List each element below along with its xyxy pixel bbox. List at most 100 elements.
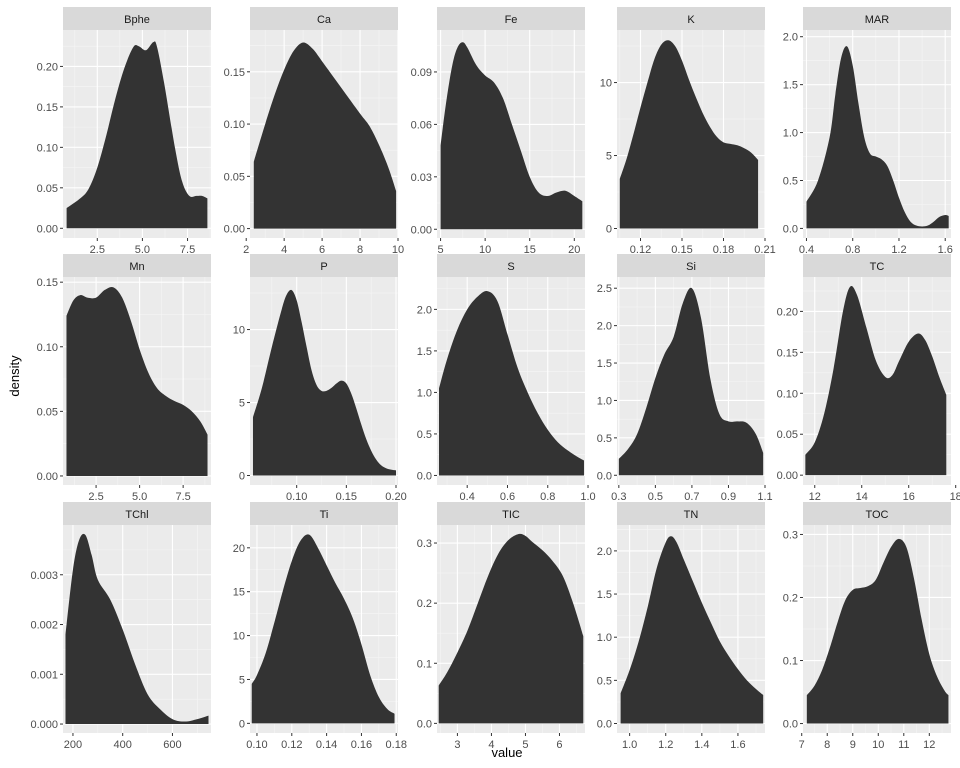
panel-tchl: TChl 0.000 0.001 0.002 0.003 200 400 600 <box>30 502 211 751</box>
x-tick-label-ca: 6 <box>319 244 325 256</box>
y-tick-label-tn: 1.5 <box>597 589 612 601</box>
x-tick-label-s: 0.4 <box>460 491 475 503</box>
strip-label-mn: Mn <box>129 261 144 273</box>
x-tick-label-fe: 20 <box>568 244 580 256</box>
strip-label-ca: Ca <box>317 14 332 26</box>
x-tick-label-ti: 0.16 <box>351 739 372 751</box>
strip-toc <box>803 502 951 525</box>
density-area-bphe <box>66 41 208 229</box>
panel-ti: Ti 0 5 10 15 20 0.10 0.12 0.14 0.16 0.18 <box>233 502 407 751</box>
y-tick-label-tn: 0.0 <box>597 719 612 731</box>
strip-bphe <box>63 7 211 30</box>
x-tick-label-tc: 12 <box>809 491 821 503</box>
strip-label-tchl: TChl <box>125 509 148 521</box>
x-tick-label-p: 0.15 <box>336 491 357 503</box>
y-tick-label-mn: 0.05 <box>37 406 58 418</box>
y-tick-label-s: 0.5 <box>417 429 432 441</box>
panel-toc: TOC 0.0 0.1 0.2 0.3 7 8 9 10 11 12 <box>783 502 951 751</box>
density-area-tn <box>620 536 764 724</box>
x-tick-label-si: 1.1 <box>757 491 772 503</box>
x-tick-label-toc: 9 <box>850 739 856 751</box>
y-tick-label-fe: 0.06 <box>411 119 432 131</box>
x-tick-label-mn: 5.0 <box>132 491 147 503</box>
y-tick-label-p: 0 <box>239 471 245 483</box>
x-tick-label-tn: 1.2 <box>658 739 673 751</box>
y-tick-label-tic: 0.0 <box>417 718 432 730</box>
y-tick-label-tchl: 0.001 <box>30 669 58 681</box>
y-tick-label-ti: 0 <box>239 718 245 730</box>
y-tick-label-toc: 0.1 <box>783 656 798 668</box>
y-tick-label-mar: 2.0 <box>783 32 798 44</box>
strip-tc <box>803 254 951 277</box>
x-tick-label-s: 0.8 <box>540 491 555 503</box>
strip-tchl <box>63 502 211 525</box>
y-axis-title: density <box>7 355 22 397</box>
y-tick-label-tn: 0.5 <box>597 675 612 687</box>
y-tick-label-ti: 10 <box>233 631 245 643</box>
panel-s: S 0.0 0.5 1.0 1.5 2.0 0.4 0.6 0.8 1.0 <box>417 254 596 503</box>
y-tick-label-s: 1.5 <box>417 346 432 358</box>
y-tick-label-tc: 0.05 <box>777 429 798 441</box>
y-tick-label-fe: 0.00 <box>411 224 432 236</box>
x-tick-label-ti: 0.10 <box>246 739 267 751</box>
x-tick-label-k: 0.15 <box>671 244 692 256</box>
x-tick-label-tn: 1.4 <box>694 739 709 751</box>
strip-label-fe: Fe <box>505 14 518 26</box>
x-tick-label-si: 0.7 <box>684 491 699 503</box>
y-tick-label-bphe: 0.20 <box>37 61 58 73</box>
x-tick-label-fe: 10 <box>479 244 491 256</box>
x-tick-label-mar: 0.4 <box>799 244 814 256</box>
y-tick-label-ti: 20 <box>233 543 245 555</box>
strip-label-tc: TC <box>870 261 885 273</box>
y-tick-label-mn: 0.00 <box>37 471 58 483</box>
y-tick-label-fe: 0.03 <box>411 172 432 184</box>
y-tick-label-tchl: 0.000 <box>30 719 58 731</box>
x-tick-label-mn: 7.5 <box>175 491 190 503</box>
x-tick-label-bphe: 2.5 <box>90 244 105 256</box>
x-tick-label-ti: 0.12 <box>281 739 302 751</box>
y-tick-label-fe: 0.09 <box>411 67 432 79</box>
x-tick-label-toc: 12 <box>923 739 935 751</box>
y-tick-label-p: 10 <box>233 325 245 337</box>
x-tick-label-ti: 0.18 <box>386 739 407 751</box>
y-tick-label-mn: 0.10 <box>37 342 58 354</box>
strip-mar <box>803 7 951 30</box>
y-tick-label-ti: 15 <box>233 587 245 599</box>
strip-p <box>250 254 398 277</box>
x-tick-label-toc: 8 <box>824 739 830 751</box>
y-tick-label-si: 2.5 <box>597 283 612 295</box>
y-tick-label-tc: 0.20 <box>777 306 798 318</box>
y-tick-label-p: 5 <box>239 398 245 410</box>
strip-label-k: K <box>687 14 695 26</box>
y-tick-label-tn: 2.0 <box>597 546 612 558</box>
x-tick-label-si: 0.3 <box>611 491 626 503</box>
y-tick-label-tic: 0.1 <box>417 658 432 670</box>
y-tick-label-ca: 0.05 <box>224 171 245 183</box>
density-area-p <box>252 289 397 476</box>
y-tick-label-si: 0.0 <box>597 470 612 482</box>
y-tick-label-toc: 0.3 <box>783 529 798 541</box>
strip-label-s: S <box>507 261 514 273</box>
y-tick-label-si: 0.5 <box>597 433 612 445</box>
x-tick-label-bphe: 7.5 <box>180 244 195 256</box>
x-tick-label-tchl: 600 <box>163 739 181 751</box>
strip-label-tn: TN <box>684 509 699 521</box>
y-tick-label-k: 0 <box>606 224 612 236</box>
density-area-ca <box>253 42 397 229</box>
density-area-ti <box>251 534 395 724</box>
y-tick-label-tic: 0.3 <box>417 538 432 550</box>
y-tick-label-tic: 0.2 <box>417 598 432 610</box>
y-tick-label-s: 2.0 <box>417 304 432 316</box>
strip-tic <box>437 502 585 525</box>
x-tick-label-fe: 15 <box>524 244 536 256</box>
y-tick-label-ca: 0.10 <box>224 119 245 131</box>
y-tick-label-bphe: 0.05 <box>37 183 58 195</box>
strip-si <box>617 254 765 277</box>
y-tick-label-s: 0.0 <box>417 470 432 482</box>
x-tick-label-mar: 1.6 <box>938 244 953 256</box>
density-area-s <box>439 291 584 476</box>
x-tick-label-tic: 6 <box>556 739 562 751</box>
x-tick-label-ca: 10 <box>392 244 404 256</box>
y-tick-label-si: 1.0 <box>597 395 612 407</box>
strip-tn <box>617 502 765 525</box>
